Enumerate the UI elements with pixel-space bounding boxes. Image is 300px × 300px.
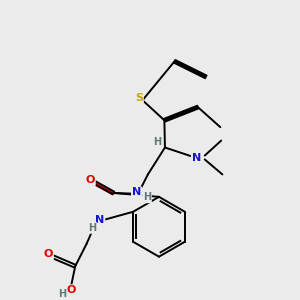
- Text: H: H: [58, 289, 66, 299]
- Text: O: O: [85, 175, 95, 185]
- Text: O: O: [44, 249, 53, 259]
- Text: S: S: [135, 93, 143, 103]
- Text: N: N: [132, 188, 141, 197]
- Text: H: H: [153, 137, 161, 147]
- Text: N: N: [192, 153, 201, 163]
- Text: O: O: [67, 285, 76, 295]
- Text: H: H: [88, 223, 97, 233]
- Text: H: H: [143, 192, 151, 203]
- Text: N: N: [95, 215, 104, 226]
